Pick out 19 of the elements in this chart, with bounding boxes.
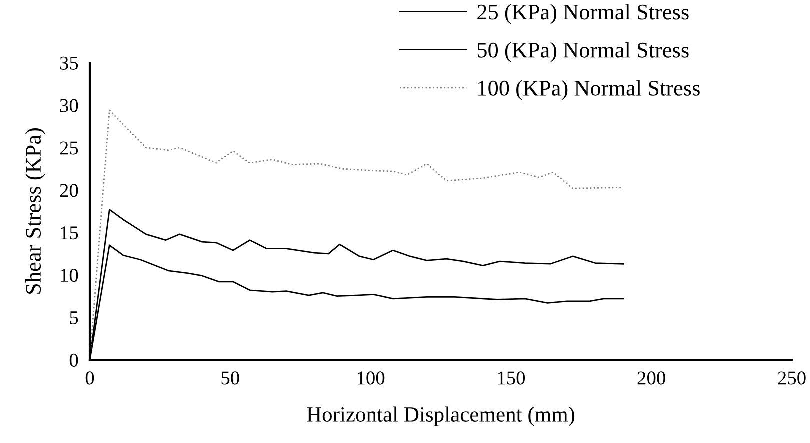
x-tick-label: 150	[498, 372, 526, 385]
legend-label: 50 (KPa) Normal Stress	[478, 42, 689, 62]
y-tick-label: 10	[61, 268, 78, 282]
y-axis-title: Shear Stress (KPa)	[25, 128, 46, 294]
x-tick-label: 200	[638, 372, 666, 385]
y-tick-label: 25	[60, 142, 78, 155]
x-tick-label: 250	[778, 372, 806, 385]
x-tick-label: 50	[222, 372, 240, 385]
x-tick-label: 100	[358, 372, 385, 385]
y-tick-label: 35	[60, 56, 78, 70]
y-tick-label: 0	[70, 354, 78, 367]
y-tick-label: 15	[61, 226, 78, 240]
y-tick-label: 5	[70, 312, 78, 325]
y-tick-label: 30	[60, 99, 78, 112]
legend-label: 100 (KPa) Normal Stress	[478, 80, 700, 100]
y-tick-label: 20	[60, 184, 78, 198]
x-axis-title: Horizontal Displacement (mm)	[307, 406, 575, 426]
x-tick-label: 0	[86, 372, 94, 385]
legend-label: 25 (KPa) Normal Stress	[478, 4, 689, 24]
